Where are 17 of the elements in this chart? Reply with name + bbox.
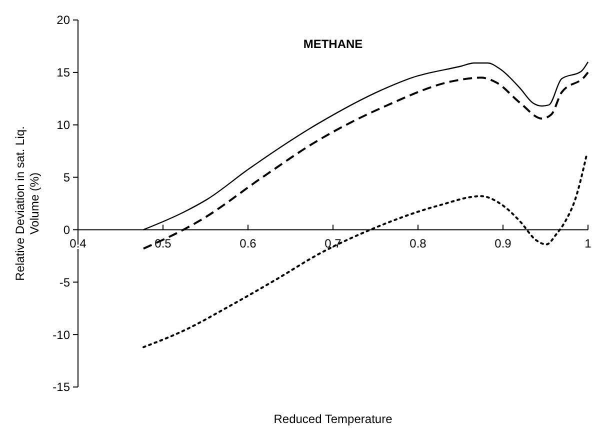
y-tick-label: 20 — [56, 13, 70, 28]
text: METHANE — [303, 37, 363, 51]
y-tick-label: 15 — [56, 66, 70, 80]
y-axis-title: Relative Deviation in sat. Liq. Volume (%) — [13, 126, 42, 281]
x-axis-title: Reduced Temperature — [274, 412, 393, 426]
x-tick-label: 0.8 — [410, 236, 427, 251]
x-tick-label: 0.7 — [324, 236, 342, 251]
y-tick-label: -10 — [52, 328, 70, 342]
y-tick-label: 5 — [63, 170, 70, 184]
y-tick-label: -15 — [52, 380, 70, 394]
x-tick-label: 0.5 — [154, 236, 172, 251]
x-tick-label: 0.9 — [494, 236, 512, 251]
y-tick-label: 10 — [56, 118, 70, 132]
y-tick-label: 0 — [63, 222, 70, 237]
x-tick-label: 0.6 — [240, 236, 257, 251]
y-tick-label: -5 — [59, 275, 70, 290]
x-tick-label: 1 — [584, 236, 592, 251]
